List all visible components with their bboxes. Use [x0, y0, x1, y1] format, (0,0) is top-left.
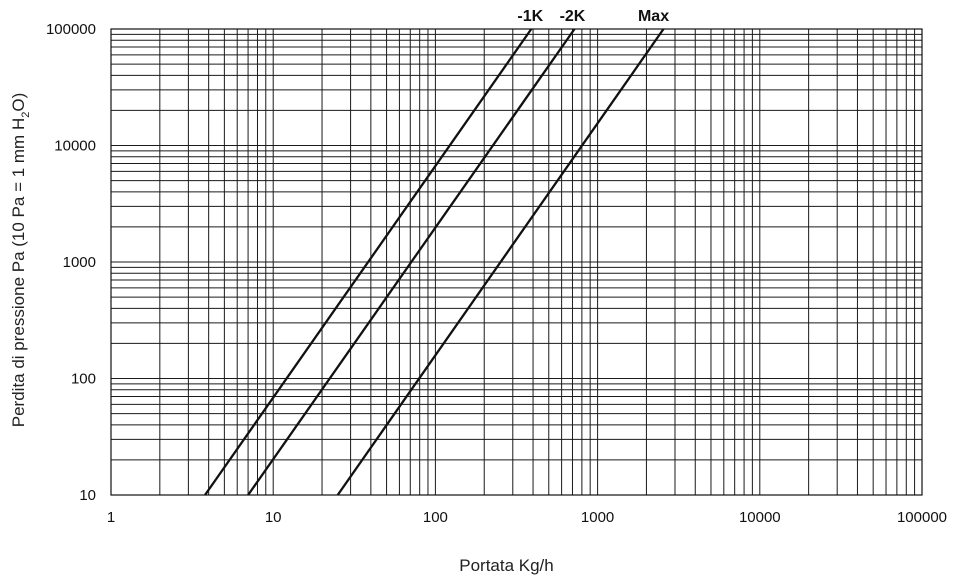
series-line-1: [204, 28, 533, 496]
series-label-2: -2K: [560, 8, 586, 25]
x-axis-title: Portata Kg/h: [459, 556, 554, 575]
y-axis-ticks: 10 100 1000 10000 100000: [46, 21, 96, 504]
plot-frame: [110, 28, 923, 496]
x-tick-label: 100000: [897, 509, 947, 526]
x-tick-label: 1000: [581, 509, 614, 526]
series-label-3: Max: [638, 8, 669, 25]
y-axis-title: Perdita di pressione Pa (10 Pa = 1 mm H2…: [9, 93, 32, 427]
y-tick-label: 100: [71, 371, 96, 388]
series-line-2: [247, 28, 576, 496]
y-tick-label: 10: [79, 487, 96, 504]
x-tick-label: 10000: [739, 509, 781, 526]
x-tick-label: 100: [423, 509, 448, 526]
y-axis-title-suffix: O): [9, 93, 28, 112]
x-tick-label: 1: [107, 509, 115, 526]
series-label-1: -1K: [517, 8, 543, 25]
y-tick-label: 1000: [63, 254, 96, 271]
grid: [111, 29, 922, 495]
y-tick-label: 10000: [54, 138, 96, 155]
y-tick-label: 100000: [46, 21, 96, 38]
series-labels: -1K -2K Max: [517, 8, 669, 25]
y-axis-title-main: Perdita di pressione Pa (10 Pa = 1 mm H: [9, 118, 28, 427]
y-axis-title-subscript: 2: [20, 112, 32, 118]
series-lines: [204, 28, 665, 496]
x-axis-ticks: 1 10 100 1000 10000 100000: [107, 509, 947, 526]
x-tick-label: 10: [265, 509, 282, 526]
series-line-3: [336, 28, 665, 496]
